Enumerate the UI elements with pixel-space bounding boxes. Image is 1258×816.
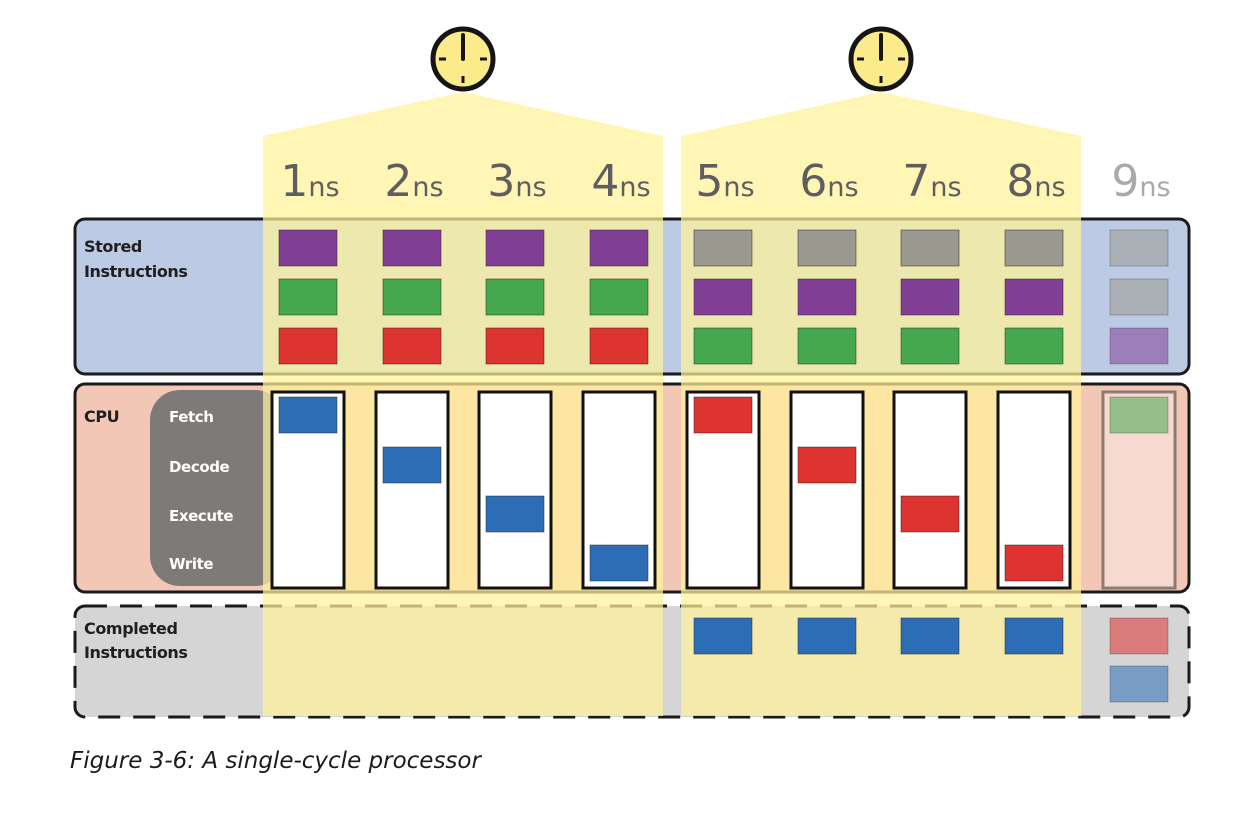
time-slot-6-completed-instruction: [797, 617, 857, 655]
time-slot-7-stored-instruction: [900, 229, 960, 267]
time-slot-2-cpu-column: [374, 390, 450, 590]
time-slot-6-unit: ns: [827, 172, 858, 203]
time-slot-6-stored-instruction: [797, 327, 857, 365]
time-slot-4-number: 4: [591, 156, 619, 207]
time-slot-8-number: 8: [1006, 156, 1034, 207]
time-slot-1-stored-instruction: [278, 327, 338, 365]
stage-panel: [150, 390, 285, 586]
time-slot-7-stored-instruction: [900, 327, 960, 365]
stage-label-write: Write: [169, 555, 213, 573]
time-slot-3-stored-instruction: [485, 278, 545, 316]
time-slot-2-stored-instruction: [382, 278, 442, 316]
time-slot-8-completed-instruction: [1004, 617, 1064, 655]
time-slot-5-stored-instruction: [693, 278, 753, 316]
time-slot-7-stored-instruction: [900, 278, 960, 316]
time-slot-7-number: 7: [902, 156, 930, 207]
time-slot-4-cpu-instruction: [589, 544, 649, 582]
time-slot-5-unit: ns: [723, 172, 754, 203]
time-slot-1-number: 1: [280, 156, 308, 207]
time-slot-3-stored-instruction: [485, 229, 545, 267]
time-slot-1-stored-instruction: [278, 229, 338, 267]
time-slot-6-label: 6ns: [799, 156, 858, 207]
time-slot-6-cpu-instruction: [797, 446, 857, 484]
time-slot-7-completed-instruction: [900, 617, 960, 655]
stored-instructions-label-line2: Instructions: [84, 262, 188, 281]
time-slot-2-unit: ns: [412, 172, 443, 203]
time-slot-3-stored-instruction: [485, 327, 545, 365]
time-slot-4-label: 4ns: [591, 156, 650, 207]
time-slot-9-label: 9ns: [1111, 156, 1170, 207]
time-slot-7-label: 7ns: [902, 156, 961, 207]
time-slot-7-cpu-column: [892, 390, 968, 590]
time-slot-6-cpu-column: [789, 390, 865, 590]
time-slot-3-cpu-column: [477, 390, 553, 590]
clock-1-icon: [430, 26, 496, 92]
time-slot-4-stored-instruction: [589, 229, 649, 267]
time-slot-1-label: 1ns: [280, 156, 339, 207]
time-slot-3-number: 3: [487, 156, 515, 207]
time-slot-2-cpu-instruction: [382, 446, 442, 484]
time-slot-9-completed-instruction: [1109, 617, 1169, 655]
time-slot-1-stored-instruction: [278, 278, 338, 316]
time-slot-5-label: 5ns: [695, 156, 754, 207]
time-slot-7-unit: ns: [930, 172, 961, 203]
time-slot-6-stored-instruction: [797, 278, 857, 316]
time-slot-5-completed-instruction: [693, 617, 753, 655]
time-slot-9-stored-instruction: [1109, 229, 1169, 267]
time-slot-2-number: 2: [384, 156, 412, 207]
cpu-label: CPU: [84, 407, 119, 426]
clock-cycle-highlight-2: [681, 92, 1081, 716]
time-slot-2-stored-instruction: [382, 229, 442, 267]
time-slot-9-completed-instruction: [1109, 665, 1169, 703]
time-slot-9-number: 9: [1111, 156, 1139, 207]
time-slot-8-unit: ns: [1034, 172, 1065, 203]
time-slot-5-stored-instruction: [693, 327, 753, 365]
stored-instructions-label-line1: Stored: [84, 237, 142, 256]
time-slot-8-stored-instruction: [1004, 229, 1064, 267]
stage-label-decode: Decode: [169, 458, 230, 476]
time-slot-6-stored-instruction: [797, 229, 857, 267]
time-slot-9-unit: ns: [1139, 172, 1170, 203]
time-slot-7-cpu-instruction: [900, 495, 960, 533]
stage-label-execute: Execute: [169, 507, 233, 525]
stage-label-fetch: Fetch: [169, 408, 214, 426]
time-slot-9-stored-instruction: [1109, 278, 1169, 316]
time-slot-8-label: 8ns: [1006, 156, 1065, 207]
timeline-content: 1ns 2ns 3ns 4ns 5ns 6ns 7ns 8ns 9ns: [270, 26, 1177, 703]
time-slot-4-unit: ns: [619, 172, 650, 203]
time-slot-2-label: 2ns: [384, 156, 443, 207]
time-slot-4-stored-instruction: [589, 327, 649, 365]
time-slot-8-cpu-instruction: [1004, 544, 1064, 582]
time-slot-8-stored-instruction: [1004, 278, 1064, 316]
time-slot-4-stored-instruction: [589, 278, 649, 316]
time-slot-1-cpu-instruction: [278, 396, 338, 434]
clock-cycle-highlight-1: [263, 92, 663, 716]
time-slot-6-number: 6: [799, 156, 827, 207]
time-slot-3-label: 3ns: [487, 156, 546, 207]
clock-2-icon: [848, 26, 914, 92]
figure-caption: Figure 3-6: A single-cycle processor: [70, 748, 481, 774]
time-slot-3-cpu-instruction: [485, 495, 545, 533]
time-slot-2-stored-instruction: [382, 327, 442, 365]
time-slot-3-unit: ns: [515, 172, 546, 203]
completed-instructions-label-line1: Completed: [84, 619, 178, 638]
time-slot-9-stored-instruction: [1109, 327, 1169, 365]
time-slot-1-unit: ns: [308, 172, 339, 203]
completed-instructions-label-line2: Instructions: [84, 643, 188, 662]
time-slot-8-stored-instruction: [1004, 327, 1064, 365]
time-slot-5-number: 5: [695, 156, 723, 207]
time-slot-5-cpu-instruction: [693, 396, 753, 434]
time-slot-5-stored-instruction: [693, 229, 753, 267]
time-slot-9-cpu-instruction: [1109, 396, 1169, 434]
